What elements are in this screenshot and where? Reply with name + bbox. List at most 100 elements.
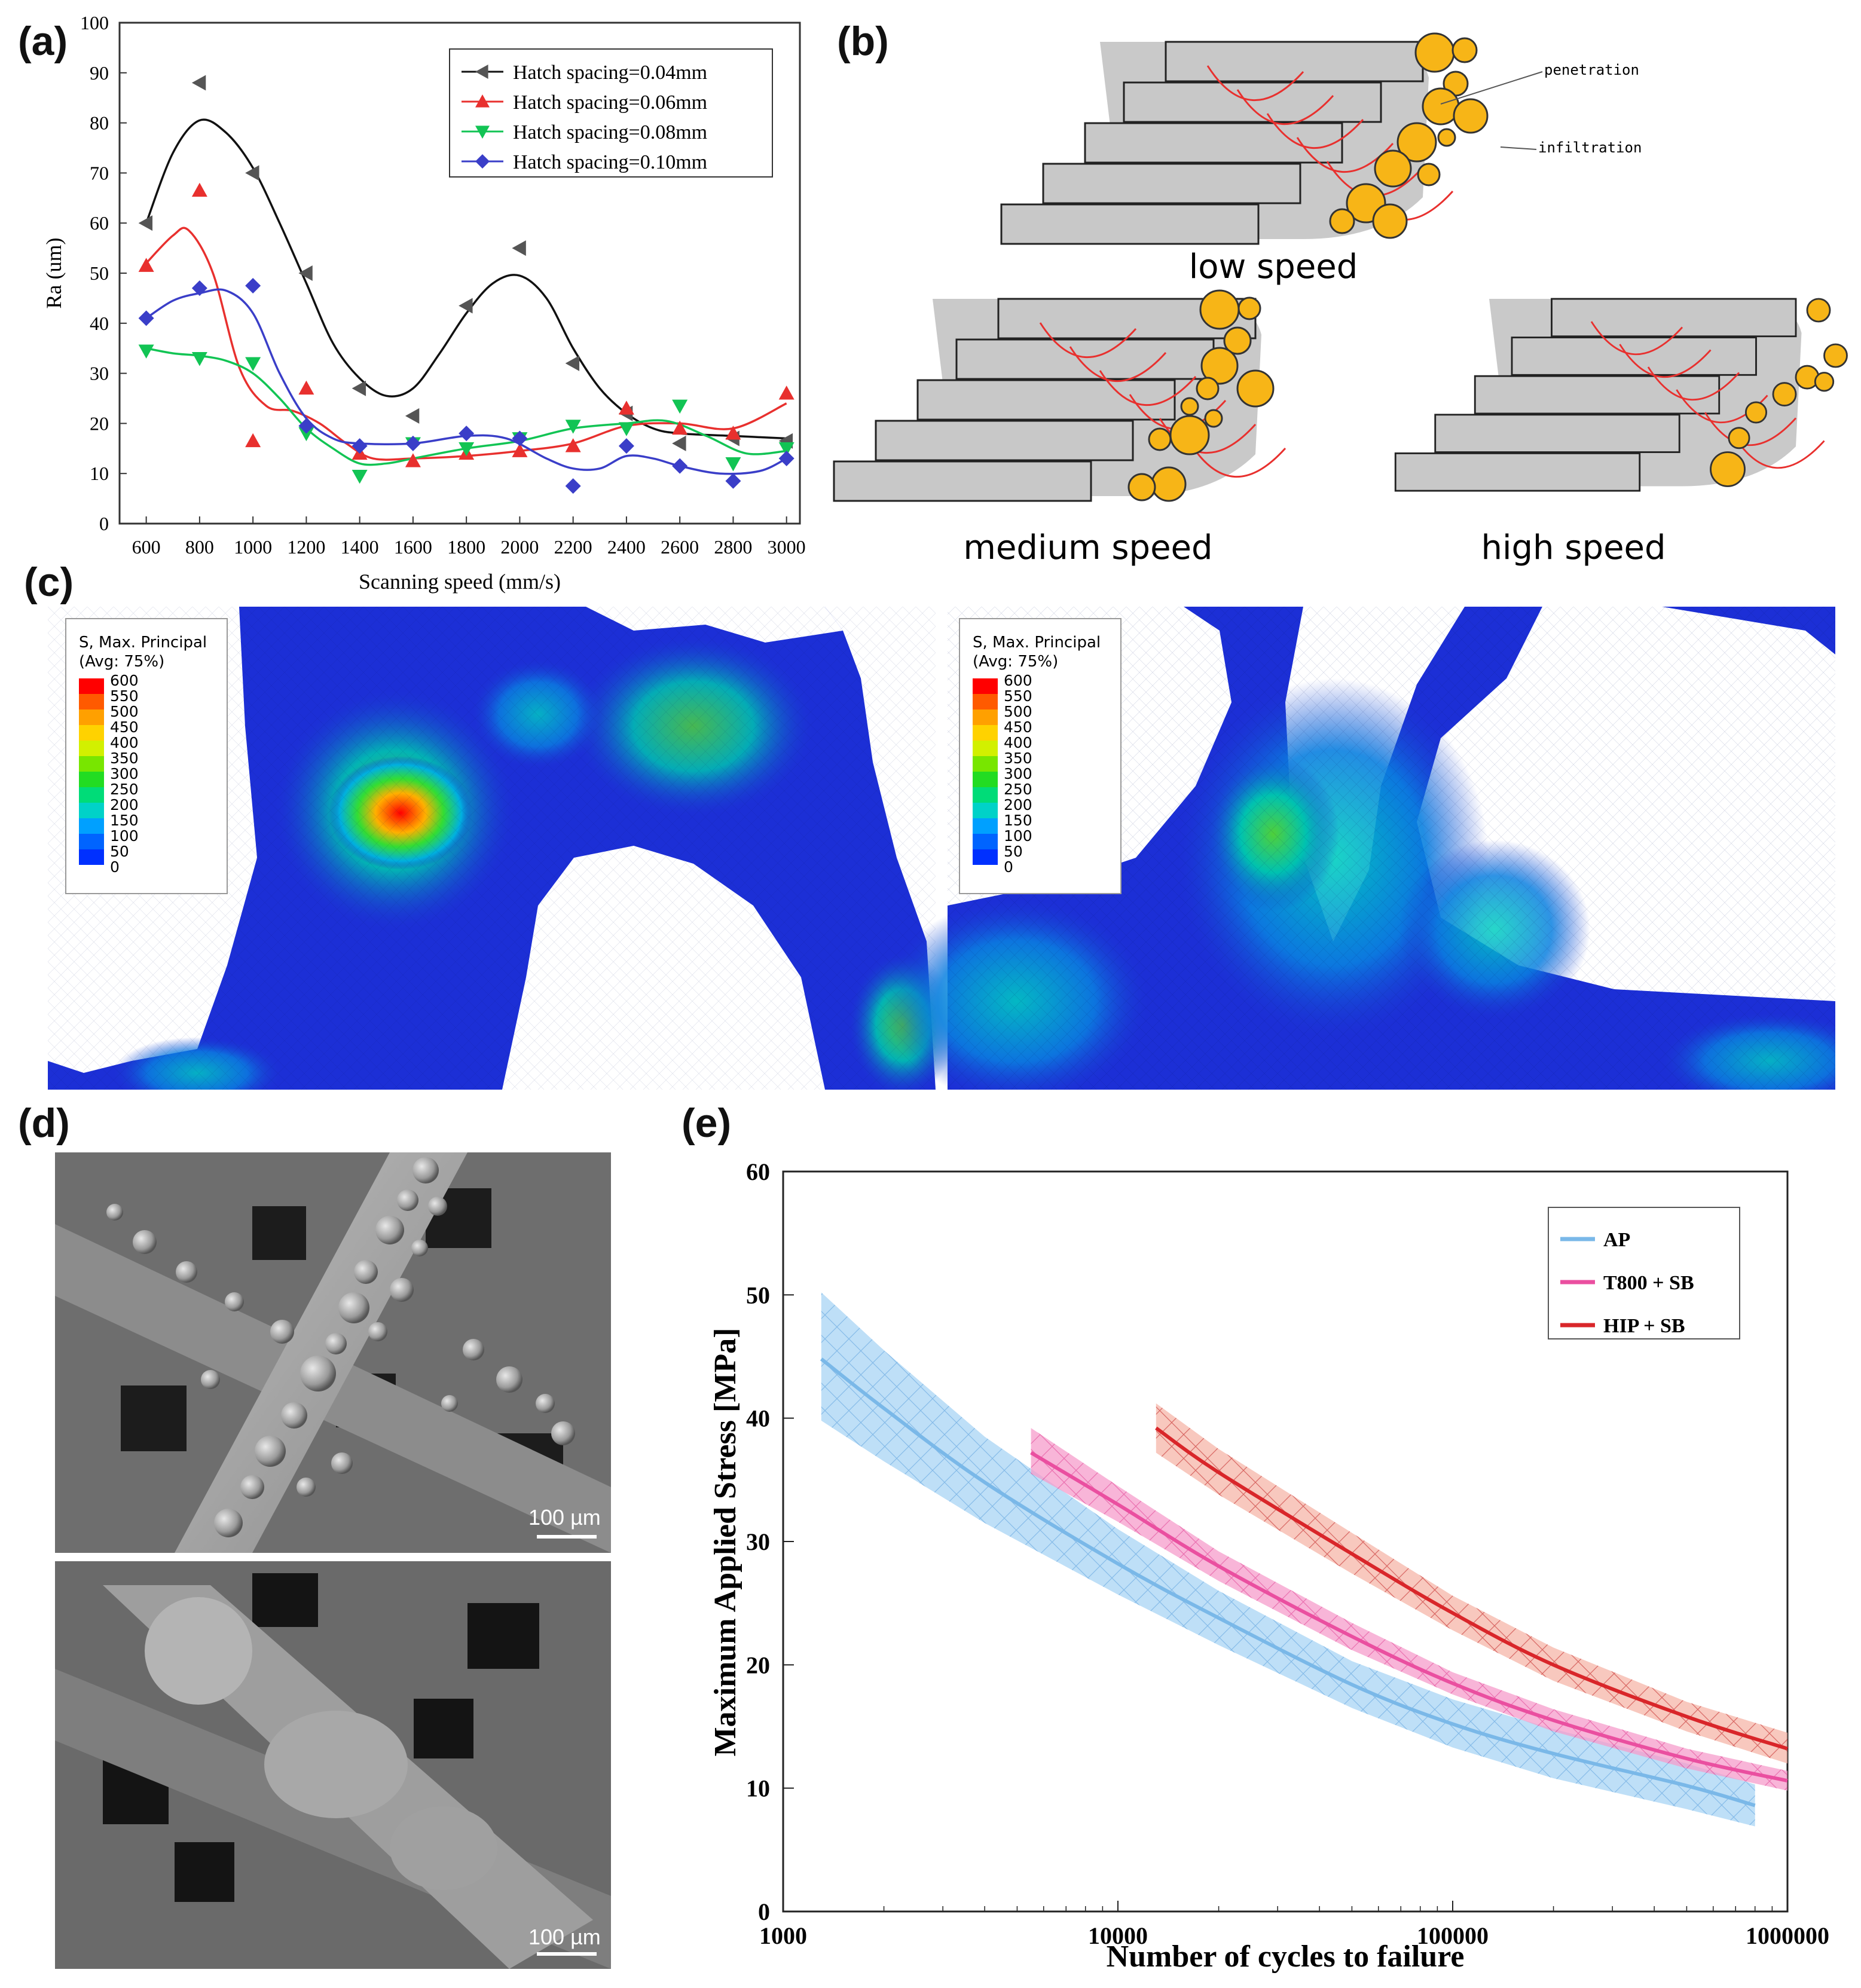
x-tick-label: 2400 (607, 536, 646, 558)
powder-particle (1180, 397, 1199, 416)
legend-level: 600 (110, 672, 139, 689)
panel-label-b: (b) (837, 19, 889, 64)
data-point (459, 426, 475, 442)
legend-marker (475, 126, 490, 139)
fit-curve (145, 288, 787, 475)
scan-track (875, 420, 1134, 461)
scan-track (1434, 414, 1680, 453)
chart-fatigue: 1000 10000 100000 1000000 0 10 20 30 40 50 60 Numb… (708, 1158, 1829, 1974)
legend-subtitle: (Avg: 75%) (973, 653, 1058, 671)
data-point (138, 344, 154, 359)
scan-track (1084, 122, 1343, 164)
legend-swatch (79, 818, 104, 834)
powder-particle (133, 1230, 157, 1254)
powder-particle (1200, 347, 1239, 385)
powder-particle (412, 1157, 439, 1183)
schematic-high-speed (1394, 298, 1848, 492)
melt-boundary (1236, 89, 1334, 125)
y-tick-label: 90 (90, 62, 109, 84)
legend-level: 350 (110, 750, 139, 767)
x-tick-label: 2000 (500, 536, 539, 558)
x-axis-label: Number of cycles to failure (1107, 1940, 1465, 1974)
powder-particle (496, 1366, 522, 1393)
y-tick-label: 100 (80, 12, 109, 33)
data-point (565, 355, 580, 371)
data-point (672, 458, 688, 474)
powder-particle (1236, 369, 1275, 408)
legend-level: 400 (1004, 734, 1032, 751)
data-point (512, 443, 528, 457)
scan-track (1551, 298, 1797, 338)
data-point (298, 427, 314, 442)
powder-particle (1728, 427, 1750, 449)
data-point (565, 438, 581, 452)
melt-boundary (1069, 346, 1167, 382)
legend-marker (475, 154, 490, 169)
legend-swatch (79, 678, 104, 694)
legend-swatch (973, 787, 998, 803)
infiltration-label: infiltration (1538, 139, 1642, 156)
powder-particle (1417, 163, 1441, 186)
schematic-medium-speed (833, 289, 1286, 502)
legend-level: 200 (110, 796, 139, 813)
y-tick-label: 50 (90, 262, 109, 284)
powder-particle (255, 1436, 286, 1467)
scan-track (1165, 41, 1424, 82)
y-tick-label: 80 (90, 112, 109, 134)
y-tick-label: 30 (746, 1528, 770, 1555)
legend-level: 450 (110, 718, 139, 736)
fit-curve (145, 118, 787, 440)
sn-curve (1030, 1451, 1788, 1783)
data-point (778, 386, 794, 400)
x-tick-label: 10000 (1088, 1922, 1148, 1949)
data-point (245, 433, 261, 448)
data-point (245, 165, 259, 181)
data-point (191, 182, 207, 197)
powder-particle (176, 1261, 197, 1283)
legend-swatch (973, 741, 998, 756)
y-tick-label: 40 (90, 313, 109, 334)
scan-track (1394, 452, 1641, 492)
powder-particle (411, 1240, 428, 1256)
legend-swatch (79, 787, 104, 803)
confidence-band-hatch (821, 1292, 1755, 1827)
powder-particle (390, 1278, 414, 1302)
legend-level: 100 (110, 827, 139, 845)
x-tick-label: 1200 (287, 536, 325, 558)
legend-swatch (973, 849, 998, 865)
legend-level: 400 (110, 734, 139, 751)
x-tick-label: 600 (132, 536, 161, 558)
legend-level: 50 (110, 843, 129, 860)
legend-swatch (973, 803, 998, 818)
infiltration-leader (1500, 146, 1537, 150)
legend-level: 100 (1004, 827, 1032, 845)
data-point (298, 265, 313, 281)
data-point (405, 435, 421, 451)
powder-particle (1199, 289, 1240, 330)
contour-legend-right: S, Max. Principal(Avg: 75%)6005505004504… (959, 618, 1122, 894)
powder-particle (106, 1204, 123, 1221)
legend-level: 300 (1004, 765, 1032, 782)
confidence-band-hatch (1031, 1428, 1787, 1791)
legend-swatch (79, 756, 104, 772)
x-tick-label: 2600 (661, 536, 699, 558)
legend-level: 150 (1004, 812, 1032, 829)
data-point (725, 457, 741, 472)
low-speed-label: low speed (1189, 247, 1358, 286)
sn-curve (1155, 1426, 1788, 1751)
legend-entry: AP (1603, 1229, 1630, 1251)
melt-boundary (1099, 370, 1197, 406)
scale-bar-bottom (537, 1952, 597, 1956)
y-axis-label: Maximum Applied Stress [MPa] (708, 1328, 742, 1757)
sem-image-top: 100 µm (55, 1152, 611, 1553)
melt-boundary (1619, 344, 1712, 378)
legend-swatch (973, 756, 998, 772)
powder-particle (1806, 298, 1831, 323)
legend-swatch (973, 834, 998, 849)
y-tick-label: 30 (90, 363, 109, 384)
x-axis-label: Scanning speed (mm/s) (359, 570, 561, 594)
y-tick-label: 10 (90, 463, 109, 484)
penetration-label: penetration (1544, 62, 1639, 78)
powder-particle (1710, 451, 1746, 487)
sn-curve (820, 1357, 1756, 1807)
